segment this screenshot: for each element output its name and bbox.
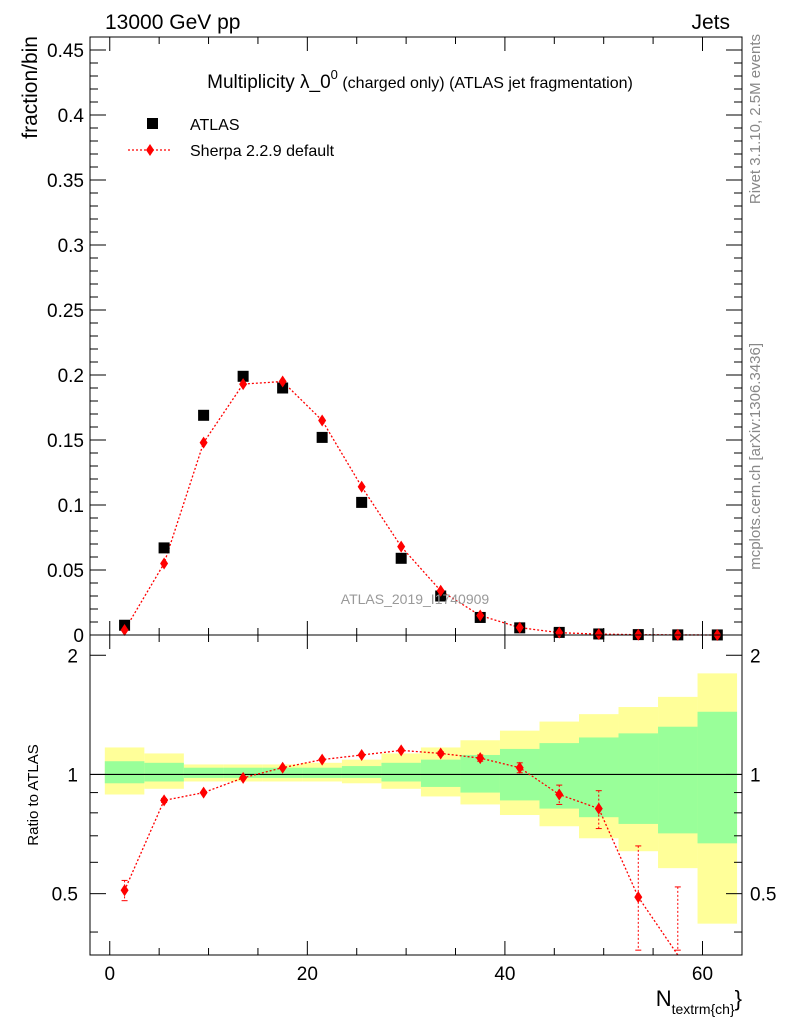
sherpa-point <box>476 609 485 622</box>
ratio-y-tick-label-right: 2 <box>750 646 761 667</box>
main-frame <box>89 36 743 636</box>
header-left: 13000 GeV pp <box>105 11 240 34</box>
main-panel: 0 0.05 0.1 0.15 0.2 0.25 0.3 0.35 0.4 0.45 Multip… <box>19 36 743 647</box>
sherpa-point <box>160 557 169 570</box>
uncertainty-band-green <box>420 759 461 787</box>
main-y-tick-label: 0.25 <box>47 301 84 322</box>
sherpa-point <box>318 414 327 427</box>
side-label-mcplots: mcplots.cern.ch [arXiv:1306.3436] <box>747 343 764 570</box>
ratio-point <box>318 753 327 766</box>
sherpa-point <box>120 624 129 637</box>
ratio-point <box>239 771 248 784</box>
atlas-point <box>277 382 289 394</box>
atlas-point <box>316 431 328 443</box>
sherpa-point <box>594 628 603 641</box>
main-title: Multiplicity λ_00 (charged only) (ATLAS … <box>207 67 633 93</box>
ratio-frame <box>89 634 743 956</box>
main-title-sup: 0 <box>331 67 338 82</box>
main-y-tick-label: 0.45 <box>47 41 84 62</box>
ratio-point <box>476 752 485 765</box>
sherpa-line <box>124 380 718 636</box>
side-label-rivet: Rivet 3.1.10, 2.5M events <box>747 34 764 204</box>
uncertainty-band-green <box>341 766 382 778</box>
ratio-x-tick-label: 20 <box>297 964 318 985</box>
legend-atlas-marker <box>147 118 158 129</box>
ratio-point <box>357 748 366 761</box>
main-y-tick-label: 0.3 <box>58 236 84 257</box>
sherpa-point <box>239 378 248 391</box>
ratio-x-tick-label: 0 <box>104 964 115 985</box>
header-right: Jets <box>691 11 730 34</box>
ratio-y-tick-label-left: 1 <box>67 765 78 786</box>
ratio-point <box>397 744 406 757</box>
main-y-tick-label: 0.35 <box>47 171 84 192</box>
legend-atlas-label: ATLAS <box>190 117 240 134</box>
uncertainty-band-green <box>302 767 342 778</box>
ratio-point <box>436 747 445 760</box>
sherpa-point <box>199 436 208 449</box>
uncertainty-band-green <box>144 762 184 782</box>
uncertainty-band-green <box>381 762 421 782</box>
main-y-tick-label: 0.1 <box>58 496 84 517</box>
ratio-point <box>515 761 524 774</box>
ratio-xlabel-sub: textrm{ch} <box>672 1001 735 1017</box>
sherpa-point <box>555 626 564 639</box>
ratio-y-tick-label-right: 0.5 <box>750 885 776 906</box>
uncertainty-band-green <box>618 733 659 824</box>
atlas-point <box>198 409 210 421</box>
atlas-point <box>395 552 407 564</box>
main-y-tick-label: 0.15 <box>47 431 84 452</box>
main-y-tick-label: 0.05 <box>47 561 84 582</box>
ratio-y-tick-label-right: 1 <box>750 765 761 786</box>
ratio-xlabel-main: N <box>656 986 672 1011</box>
ratio-point <box>555 788 564 801</box>
atlas-point <box>356 496 368 508</box>
main-title-rest: (charged only) (ATLAS jet fragmentation) <box>338 75 633 92</box>
ratio-point <box>634 891 643 904</box>
ratio-xlabel: Ntextrm{ch}} <box>656 986 742 1017</box>
ratio-point <box>120 884 129 897</box>
uncertainty-band-green <box>104 761 145 784</box>
legend: ATLAS Sherpa 2.2.9 default <box>128 117 335 160</box>
sherpa-point <box>278 375 287 388</box>
uncertainty-band-green <box>658 726 698 834</box>
sherpa-point <box>397 540 406 553</box>
uncertainty-band-green <box>697 711 738 844</box>
ratio-point <box>594 802 603 815</box>
main-y-tick-label: 0 <box>73 626 84 647</box>
sherpa-point <box>357 480 366 493</box>
sherpa-point <box>436 584 445 597</box>
ratio-panel: 0.5 0.51 12 20 20 40 60 Ratio to ATLAS Ntextrm… <box>25 634 776 1017</box>
ratio-point <box>278 761 287 774</box>
ratio-y-tick-label-left: 0.5 <box>52 885 78 906</box>
ratio-x-tick-label: 60 <box>692 964 713 985</box>
legend-sherpa-label: Sherpa 2.2.9 default <box>190 143 335 160</box>
sherpa-point <box>515 621 524 634</box>
ratio-y-tick-label-left: 2 <box>67 646 78 667</box>
atlas-point <box>158 542 170 554</box>
main-ylabel: fraction/bin <box>19 36 42 139</box>
ratio-point <box>160 794 169 807</box>
ratio-ylabel: Ratio to ATLAS <box>25 744 42 845</box>
ratio-x-tick-label: 40 <box>494 964 515 985</box>
main-y-tick-label: 0.2 <box>58 366 84 387</box>
legend-sherpa-marker <box>146 144 154 156</box>
watermark: ATLAS_2019_I1740909 <box>341 591 490 607</box>
atlas-point <box>237 370 249 382</box>
uncertainty-band-green <box>183 767 224 778</box>
main-y-tick-label: 0.4 <box>58 106 85 127</box>
main-title-text: Multiplicity λ_0 <box>207 72 331 93</box>
ratio-xlabel-close: } <box>735 986 742 1011</box>
ratio-point <box>199 786 208 799</box>
